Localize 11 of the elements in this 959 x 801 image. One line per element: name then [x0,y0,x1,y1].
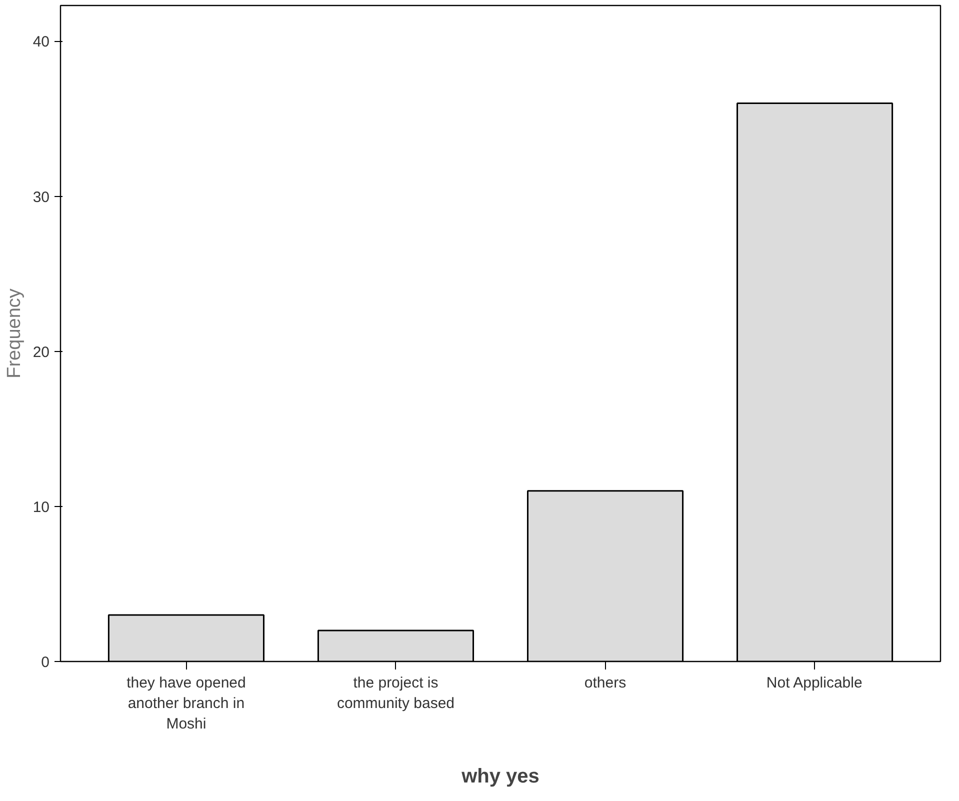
x-tick-label: they have opened another branch in Moshi [126,674,246,732]
y-tick-label: 0 [41,654,50,671]
y-tick-label: 40 [32,34,50,51]
y-tick-label: 20 [32,344,50,361]
x-axis-title: why yes [460,765,540,788]
x-tick-label: others [584,674,626,692]
x-tick-label: Not Applicable [766,674,862,692]
y-axis-title: Frequency [4,288,25,378]
y-tick-label: 30 [32,188,50,206]
x-tick-label: the project is community based [336,674,455,712]
y-tick-label: 10 [32,498,50,516]
